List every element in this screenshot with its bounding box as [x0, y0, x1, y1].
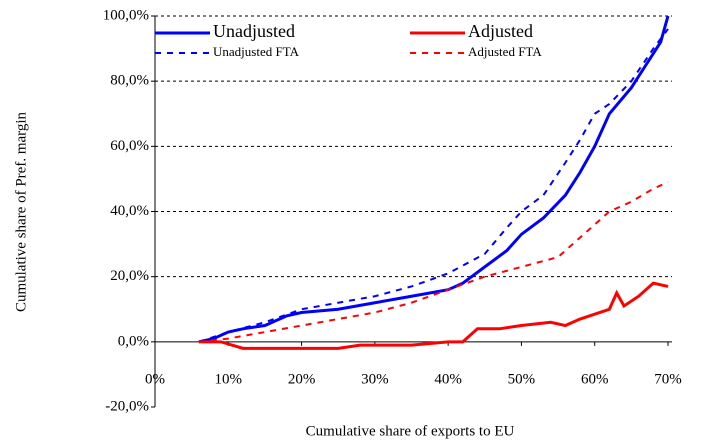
line	[198, 281, 669, 350]
y-axis-label: Cumulative share of Pref. margin	[13, 111, 29, 312]
legend-label: Adjusted FTA	[468, 44, 542, 59]
x-tick-label: 50%	[508, 371, 536, 387]
y-tick-label: -20,0%	[105, 398, 149, 414]
x-tick-label: 70%	[654, 371, 682, 387]
legend-box	[157, 18, 668, 66]
y-tick-label: 60,0%	[110, 138, 149, 154]
x-tick-label: 30%	[361, 371, 389, 387]
x-tick-label: 20%	[288, 371, 316, 387]
x-tick-label: 60%	[581, 371, 609, 387]
legend-label: Adjusted	[468, 21, 533, 41]
legend-label: Unadjusted	[213, 21, 295, 41]
legend-label: Unadjusted FTA	[213, 44, 300, 59]
line	[198, 15, 670, 344]
y-tick-label: 0,0%	[118, 333, 149, 349]
x-axis-label: Cumulative share of exports to EU	[306, 423, 515, 439]
y-tick-label: 20,0%	[110, 268, 149, 284]
x-tick-label: 40%	[434, 371, 462, 387]
line	[198, 28, 669, 343]
y-tick-label: 80,0%	[110, 73, 149, 89]
line	[198, 181, 669, 343]
y-tick-label: 100,0%	[103, 7, 149, 23]
y-tick-label: 40,0%	[110, 203, 149, 219]
x-tick-label: 10%	[215, 371, 243, 387]
